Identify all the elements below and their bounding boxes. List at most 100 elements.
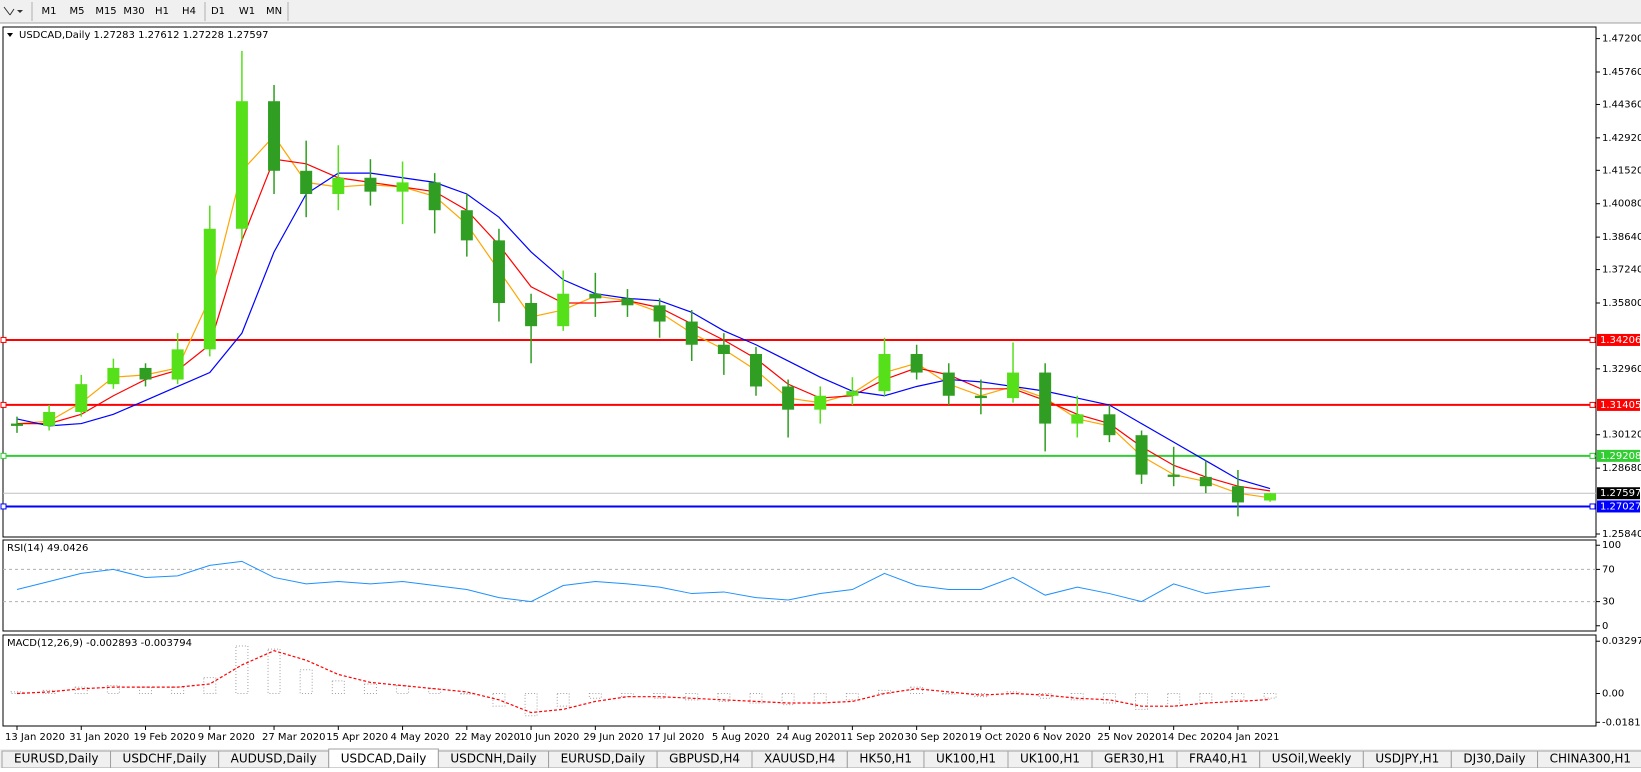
candle-body <box>1264 493 1277 501</box>
candle-body <box>1007 372 1020 399</box>
tab-label[interactable]: USDCAD,Daily <box>341 752 427 766</box>
candle-body <box>1167 474 1180 477</box>
y-tick-label: 30 <box>1602 597 1615 608</box>
macd-bar <box>556 693 570 707</box>
candle-body <box>460 210 473 241</box>
tab-label[interactable]: EURUSD,Daily <box>14 752 99 766</box>
y-tick-label: 1.30120 <box>1602 430 1641 441</box>
tab[interactable]: USDCHF,Daily <box>110 750 220 769</box>
candle-body <box>878 354 891 392</box>
level-price-label: 1.29208 <box>1600 451 1641 462</box>
candle-body <box>139 367 152 380</box>
x-tick-label: 15 Apr 2020 <box>326 732 388 743</box>
candle-body <box>653 305 666 322</box>
tab[interactable]: UK100,H1 <box>1007 750 1093 769</box>
tab[interactable]: USOil,Weekly <box>1259 750 1364 769</box>
timeframe-button[interactable]: M1 <box>42 6 57 17</box>
tab-label[interactable]: HK50,H1 <box>859 752 912 766</box>
candle-body <box>1103 414 1116 436</box>
x-tick-label: 24 Aug 2020 <box>776 732 840 743</box>
macd-bar <box>299 669 313 694</box>
y-tick-label: 1.38640 <box>1602 232 1641 243</box>
pane-title: MACD(12,26,9) -0.002893 -0.003794 <box>7 638 192 649</box>
timeframe-button[interactable]: D1 <box>211 6 225 17</box>
candle-body <box>749 354 762 387</box>
tab[interactable]: AUDUSD,Daily <box>218 750 330 769</box>
tab[interactable]: FRA40,H1 <box>1176 750 1261 769</box>
timeframe-button[interactable]: M15 <box>95 6 116 17</box>
candle-body <box>1231 486 1244 503</box>
x-tick-label: 19 Oct 2020 <box>969 732 1031 743</box>
candle-body <box>589 293 602 299</box>
level-anchor <box>0 452 7 459</box>
tab-label[interactable]: AUDUSD,Daily <box>231 752 317 766</box>
y-tick-label: 70 <box>1602 564 1615 575</box>
candle-body <box>910 354 923 373</box>
timeframe-button[interactable]: H4 <box>182 6 196 17</box>
draw-tool-icon[interactable] <box>3 6 15 16</box>
tab-label[interactable]: UK100,H1 <box>936 752 996 766</box>
candle-body <box>557 293 570 327</box>
candle-body <box>43 411 56 426</box>
timeframe-button[interactable]: MN <box>266 6 282 17</box>
macd-bar <box>106 685 120 695</box>
tab[interactable]: EURUSD,Daily <box>1 750 112 769</box>
tab-label[interactable]: USDJPY,H1 <box>1375 752 1439 766</box>
x-tick-label: 25 Nov 2020 <box>1097 732 1161 743</box>
macd-bar <box>267 648 281 694</box>
tab[interactable]: EURUSD,Daily <box>548 750 658 769</box>
level-anchor <box>0 503 7 510</box>
tab-label[interactable]: EURUSD,Daily <box>561 752 646 766</box>
macd-bar <box>717 693 731 702</box>
candle-body <box>75 384 88 412</box>
pane-frame <box>2 634 1597 727</box>
level-anchor <box>0 336 7 343</box>
y-tick-label: 1.35800 <box>1602 298 1641 309</box>
tab[interactable]: DJ30,Daily <box>1450 750 1539 769</box>
macd-bar <box>1231 693 1245 701</box>
timeframe-button[interactable]: H1 <box>155 6 169 17</box>
tab-label[interactable]: GER30,H1 <box>1104 752 1165 766</box>
macd-bar <box>1038 693 1052 699</box>
candle-body <box>525 302 538 327</box>
pane-title: USDCAD,Daily 1.27283 1.27612 1.27228 1.2… <box>19 30 269 41</box>
tab-label[interactable]: FRA40,H1 <box>1189 752 1248 766</box>
timeframe-button[interactable]: W1 <box>239 6 255 17</box>
tab-label[interactable]: XAUUSD,H4 <box>764 752 835 766</box>
macd-bar <box>524 693 538 717</box>
candle-body <box>942 372 955 396</box>
tab[interactable]: XAUUSD,H4 <box>751 750 848 769</box>
tab[interactable]: USDCNH,Daily <box>437 750 550 769</box>
macd-bar <box>203 677 217 695</box>
timeframe-button[interactable]: M5 <box>70 6 85 17</box>
macd-bar <box>1070 693 1084 701</box>
tab[interactable]: USDJPY,H1 <box>1362 750 1452 769</box>
tab[interactable]: GER30,H1 <box>1091 750 1178 769</box>
candle-body <box>364 177 377 192</box>
x-tick-label: 29 Jun 2020 <box>583 732 643 743</box>
candle-body <box>11 423 23 426</box>
macd-bar <box>588 693 602 699</box>
tab[interactable]: HK50,H1 <box>846 750 925 769</box>
tab[interactable]: USDCAD,Daily <box>328 748 439 769</box>
macd-bar <box>845 693 859 701</box>
y-tick-label: 1.41520 <box>1602 165 1641 176</box>
tab-label[interactable]: DJ30,Daily <box>1463 752 1525 766</box>
collapse-arrow <box>7 33 13 37</box>
dropdown-arrow[interactable] <box>17 10 23 13</box>
candle-body <box>107 367 120 385</box>
y-tick-label: 0.00 <box>1602 689 1624 700</box>
tab-label[interactable]: GBPUSD,H4 <box>669 752 740 766</box>
tab-label[interactable]: USOil,Weekly <box>1272 752 1352 766</box>
tab-label[interactable]: UK100,H1 <box>1020 752 1080 766</box>
tab-label[interactable]: USDCHF,Daily <box>123 752 207 766</box>
timeframe-button[interactable]: M30 <box>123 6 144 17</box>
y-tick-label: 1.42920 <box>1602 133 1641 144</box>
macd-bar <box>363 683 377 694</box>
tab[interactable]: UK100,H1 <box>923 750 1009 769</box>
tab-label[interactable]: USDCNH,Daily <box>450 752 536 766</box>
tab[interactable]: GBPUSD,H4 <box>656 750 753 769</box>
tab-label[interactable]: CHINA300,H1 <box>1550 752 1632 766</box>
candle-body <box>1199 476 1212 487</box>
tab[interactable]: CHINA300,H1 <box>1537 750 1641 769</box>
